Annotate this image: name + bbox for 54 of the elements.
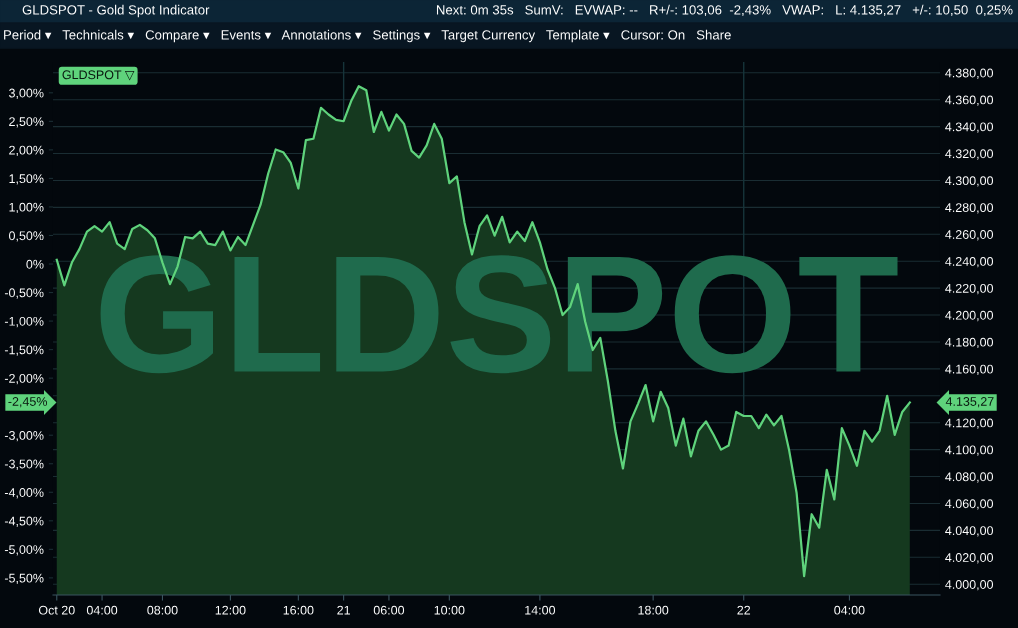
y-tick-label: 4.360,00 (945, 95, 994, 106)
x-tick-label: 14:00 (525, 605, 556, 615)
y2-tick-label: -5,00% (4, 545, 44, 556)
y2-tick-label: -2,00% (4, 373, 44, 385)
annotation: GLDSPOT ▽ (62, 70, 135, 81)
y-tick-label: 4.300,00 (945, 176, 994, 187)
y2-tick-label: 2,50% (9, 117, 44, 128)
chart-title: GLDSPOT - Gold Spot Indicator (22, 4, 210, 18)
y-tick-label: 4.260,00 (945, 230, 994, 241)
x-tick-label: 10:00 (434, 605, 465, 615)
y2-tick-label: -3,00% (4, 431, 44, 442)
y-tick-label: 4.000,00 (945, 580, 994, 591)
y2-tick-label: 1,00% (9, 202, 44, 214)
y2-tick-label: -5,50% (4, 573, 44, 585)
y-tick-label: 4.320,00 (945, 149, 994, 160)
y-tick-label: 4.180,00 (945, 337, 994, 349)
x-tick-label: 21 (337, 605, 350, 615)
y2-tick-label: -0,50% (4, 288, 44, 299)
x-tick-label: 04:00 (86, 605, 118, 615)
y-tick-label: 4.280,00 (945, 203, 994, 214)
y2-tick-label: 0,50% (9, 231, 44, 242)
y-tick-label: 4.020,00 (945, 553, 994, 564)
x-tick-label: 12:00 (215, 605, 246, 615)
y-tick-label: 4.080,00 (945, 472, 994, 483)
x-tick-label: 04:00 (834, 605, 865, 615)
y-tick-label: 4.120,00 (945, 418, 994, 429)
x-tick-label: 06:00 (373, 605, 405, 615)
y2-tick-label: 1,50% (9, 174, 44, 185)
y2-tick-label: 3,00% (9, 88, 44, 99)
y-tick-label: 4.380,00 (945, 68, 994, 79)
y-tick-label: 4.200,00 (945, 310, 994, 322)
y2-tick-label: -1,00% (4, 316, 44, 328)
y-tick-label: 4.240,00 (945, 257, 994, 268)
chart-subtitle: Next: 0m 35s SumV: EVWAP: -- R+/-: 103,06 -2,43% VWAP: L: 4.135,27 +/-: 10,50 0,25% (436, 4, 1013, 17)
text: -2,45% (8, 397, 47, 408)
y2-tick-label: -3,50% (4, 459, 44, 470)
text: Period ▾ Technicals ▾ Compare ▾ Events ▾ Annotations ▾ Settings ▾ Target Currency Template ▾ Cursor: On Share (4, 29, 731, 43)
text: 4.135,27 (945, 397, 994, 408)
y2-tick-label: 0% (26, 259, 44, 269)
y2-tick-label: 2,00% (9, 145, 44, 157)
x-tick-label: 18:00 (638, 605, 669, 615)
x-tick-label: 08:00 (147, 605, 178, 615)
y-tick-label: 4.160,00 (945, 364, 994, 376)
y2-tick-label: -4,00% (4, 488, 44, 499)
x-tick-label: 16:00 (283, 605, 314, 615)
y-tick-label: 4.060,00 (945, 499, 994, 510)
x-tick-label: 22 (737, 605, 751, 615)
y-tick-label: 4.040,00 (945, 526, 994, 537)
y2-tick-label: -4,50% (4, 516, 44, 527)
y-tick-label: 4.100,00 (945, 445, 994, 456)
y2-tick-label: -1,50% (4, 345, 44, 356)
y-tick-label: 4.220,00 (945, 283, 994, 295)
y-tick-label: 4.340,00 (945, 122, 994, 133)
x-tick-label: Oct 20 (38, 605, 75, 615)
